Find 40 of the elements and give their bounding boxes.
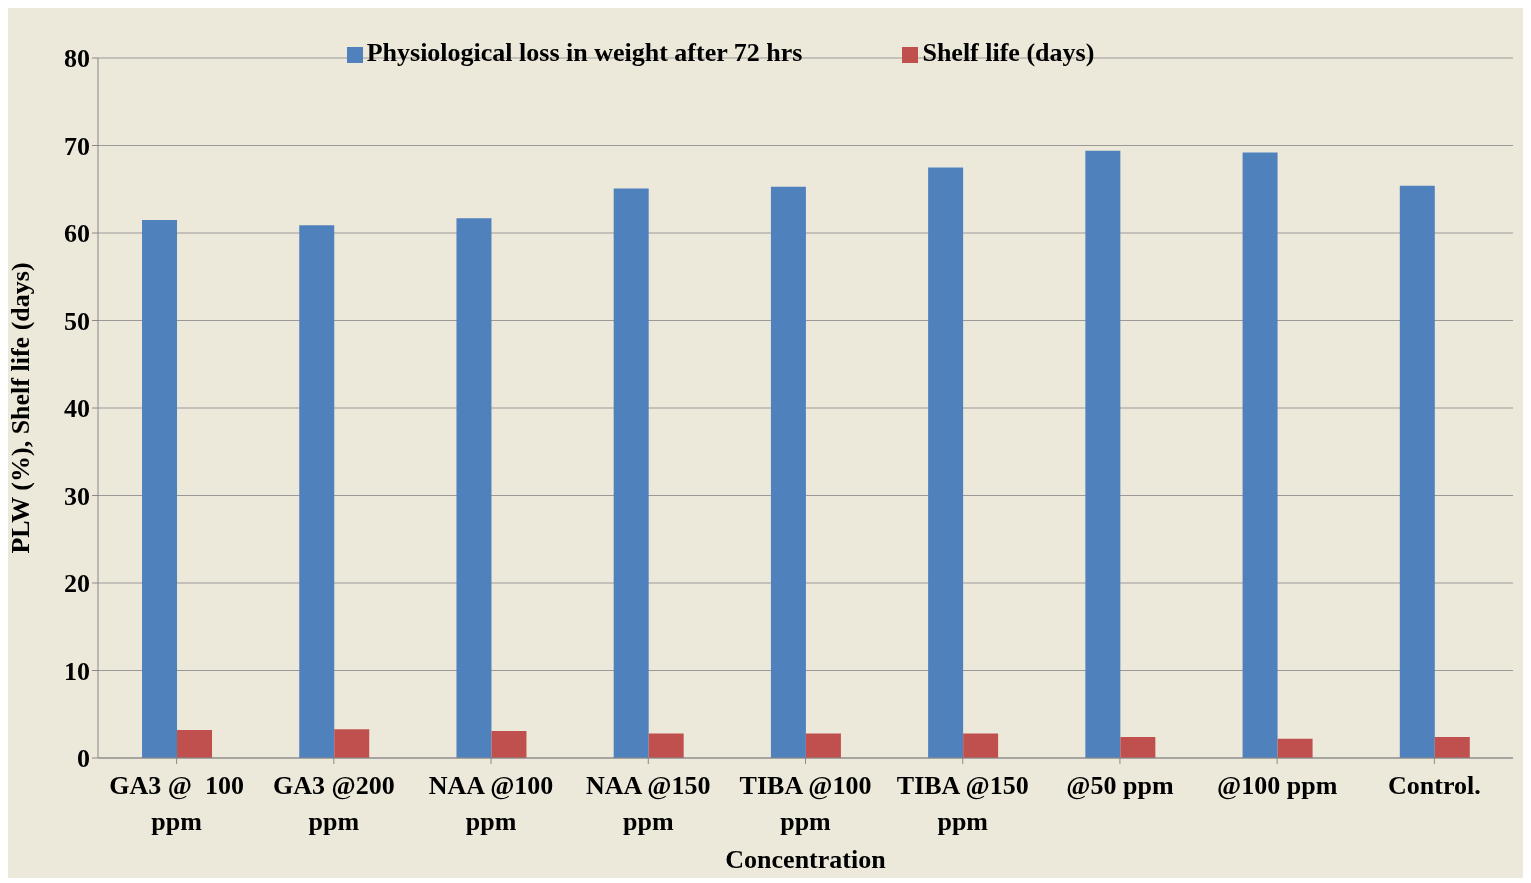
bar	[1085, 150, 1121, 758]
bar	[1120, 737, 1156, 758]
bar	[491, 730, 527, 758]
bar	[648, 733, 684, 758]
y-tick-label: 0	[77, 744, 90, 774]
bar	[299, 225, 335, 758]
bar	[142, 219, 178, 758]
bar	[1277, 738, 1313, 758]
x-tick-label: @50 ppm	[1066, 771, 1174, 800]
x-tick-label: GA3 @200 ppm	[272, 771, 395, 836]
x-tick-label: TIBA @150 ppm	[896, 771, 1029, 836]
bar	[805, 733, 841, 758]
y-tick-label: 30	[64, 481, 90, 511]
bar	[928, 167, 964, 758]
bar	[963, 733, 999, 758]
y-tick-label: 80	[64, 44, 90, 74]
y-tick-label: 20	[64, 569, 90, 599]
y-tick-label: 70	[64, 131, 90, 161]
y-tick-label: 10	[64, 656, 90, 686]
legend-label: Physiological loss in weight after 72 hrs	[366, 38, 803, 67]
bar	[1399, 185, 1435, 758]
y-axis-title: PLW (%), Shelf life (days)	[6, 262, 36, 554]
x-axis-title: Concentration	[725, 845, 887, 874]
bar	[770, 186, 806, 758]
x-tick-label: NAA @150 ppm	[585, 771, 711, 836]
bar	[1434, 737, 1470, 758]
x-tick-label: TIBA @100 ppm	[739, 771, 872, 836]
x-tick-label: NAA @100 ppm	[428, 771, 554, 836]
bar	[177, 730, 213, 758]
x-tick-label: @100 ppm	[1217, 771, 1338, 800]
bar	[456, 218, 492, 758]
y-tick-label: 60	[64, 219, 90, 249]
y-tick-label: 50	[64, 306, 90, 336]
bar	[334, 729, 370, 758]
x-tick-label: Control.	[1388, 771, 1481, 800]
x-tick-label: GA3 @ 100 ppm	[109, 771, 244, 836]
y-tick-label: 40	[64, 394, 90, 424]
bar	[613, 188, 649, 758]
bar	[1242, 152, 1278, 758]
legend-label: Shelf life (days)	[922, 38, 1095, 67]
